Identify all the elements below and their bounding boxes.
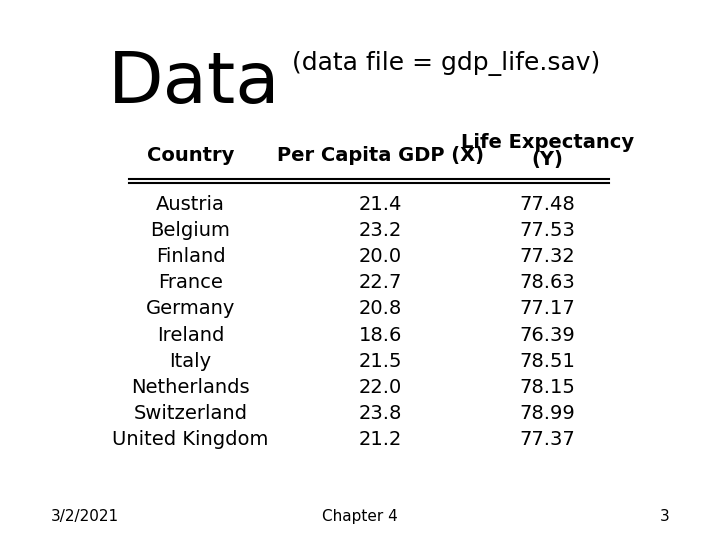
Text: 21.4: 21.4: [359, 194, 402, 214]
Text: 20.0: 20.0: [359, 247, 402, 266]
Text: 76.39: 76.39: [520, 326, 575, 345]
Text: 78.63: 78.63: [520, 273, 575, 292]
Text: 77.32: 77.32: [520, 247, 575, 266]
Text: 20.8: 20.8: [359, 299, 402, 319]
Text: 23.8: 23.8: [359, 404, 402, 423]
Text: Ireland: Ireland: [157, 326, 224, 345]
Text: 23.2: 23.2: [359, 221, 402, 240]
Text: 3/2/2021: 3/2/2021: [50, 509, 119, 524]
Text: 21.2: 21.2: [359, 430, 402, 449]
Text: Germany: Germany: [145, 299, 235, 319]
Text: Per Capita GDP (X): Per Capita GDP (X): [276, 146, 484, 165]
Text: 77.17: 77.17: [520, 299, 575, 319]
Text: Chapter 4: Chapter 4: [322, 509, 398, 524]
Text: Finland: Finland: [156, 247, 225, 266]
Text: 77.37: 77.37: [520, 430, 575, 449]
Text: (data file = gdp_life.sav): (data file = gdp_life.sav): [292, 51, 600, 76]
Text: 22.0: 22.0: [359, 378, 402, 397]
Text: 78.99: 78.99: [520, 404, 575, 423]
Text: Data: Data: [108, 49, 281, 118]
Text: Life Expectancy: Life Expectancy: [461, 133, 634, 152]
Text: 3: 3: [660, 509, 670, 524]
Text: Switzerland: Switzerland: [133, 404, 248, 423]
Text: 18.6: 18.6: [359, 326, 402, 345]
Text: 78.15: 78.15: [520, 378, 575, 397]
Text: Italy: Italy: [169, 352, 212, 371]
Text: (Y): (Y): [531, 150, 564, 168]
Text: 78.51: 78.51: [520, 352, 575, 371]
Text: France: France: [158, 273, 223, 292]
Text: Netherlands: Netherlands: [131, 378, 250, 397]
Text: 21.5: 21.5: [359, 352, 402, 371]
Text: United Kingdom: United Kingdom: [112, 430, 269, 449]
Text: Country: Country: [147, 146, 234, 165]
Text: 77.53: 77.53: [520, 221, 575, 240]
Text: Austria: Austria: [156, 194, 225, 214]
Text: 77.48: 77.48: [520, 194, 575, 214]
Text: 22.7: 22.7: [359, 273, 402, 292]
Text: Belgium: Belgium: [150, 221, 230, 240]
